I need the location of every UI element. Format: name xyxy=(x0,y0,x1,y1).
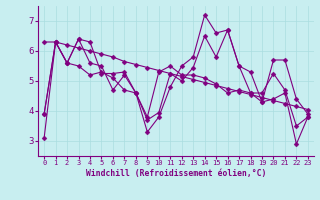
X-axis label: Windchill (Refroidissement éolien,°C): Windchill (Refroidissement éolien,°C) xyxy=(86,169,266,178)
